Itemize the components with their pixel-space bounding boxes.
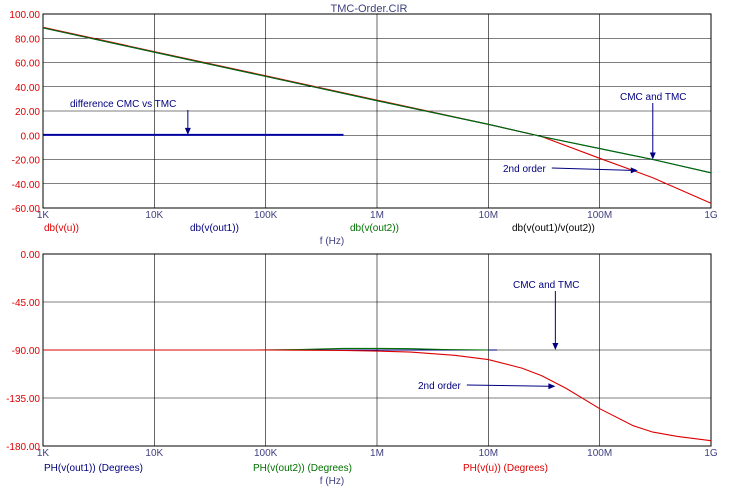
legend-entry: PH(v(u)) (Degrees) xyxy=(463,463,548,474)
annotation-label: 2nd order xyxy=(503,164,546,175)
annotation-arrowhead xyxy=(649,152,656,160)
y-tick-label: -40.00 xyxy=(12,180,41,191)
magnitude-legend: db(v(u)) db(v(out1)) db(v(out2)) db(v(out1)… xyxy=(44,223,595,234)
legend-entry: db(v(out2)) xyxy=(350,223,399,234)
series-line xyxy=(43,349,712,442)
phase-x-ticks: 1K 10K 100K 1M 10M 100M 1G xyxy=(37,448,718,459)
annotation-label: CMC and TMC xyxy=(513,280,580,291)
x-tick-label: 10M xyxy=(479,448,498,459)
legend-entry: PH(v(out2)) (Degrees) xyxy=(253,463,352,474)
magnitude-annotations: difference CMC vs TMC CMC and TMC 2nd orde… xyxy=(70,92,687,175)
phase-legend: PH(v(out1)) (Degrees) PH(v(out2)) (Degree… xyxy=(44,463,548,474)
y-tick-label: 0.00 xyxy=(21,131,41,142)
y-tick-label: -135.00 xyxy=(6,394,40,405)
x-tick-label: 1G xyxy=(704,448,718,459)
y-tick-label: 40.00 xyxy=(15,83,40,94)
annotation-arrowhead xyxy=(548,383,556,390)
x-tick-label: 100M xyxy=(587,210,612,221)
y-tick-label: 20.00 xyxy=(15,107,40,118)
x-tick-label: 100M xyxy=(587,448,612,459)
legend-entry: db(v(u)) xyxy=(44,223,79,234)
phase-traces xyxy=(43,347,712,442)
x-tick-label: 10K xyxy=(145,210,163,221)
phase-y-ticks: 0.00 -45.00 -90.00 -135.00 -180.00 xyxy=(6,250,40,453)
annotation-arrowhead xyxy=(184,127,191,135)
x-tick-label: 1M xyxy=(370,448,384,459)
x-tick-label: 1M xyxy=(370,210,384,221)
y-tick-label: -45.00 xyxy=(12,298,41,309)
magnitude-grid xyxy=(43,14,711,208)
annotation-label: CMC and TMC xyxy=(620,92,687,103)
series-line xyxy=(42,27,712,174)
legend-entry: db(v(out1)/v(out2)) xyxy=(512,223,595,234)
annotation-arrow xyxy=(466,384,550,387)
y-tick-label: 0.00 xyxy=(21,250,41,261)
magnitude-chart: 100.00 80.00 60.00 40.00 20.00 0.00 -20.00 -40.… xyxy=(9,10,717,247)
x-tick-label: 1K xyxy=(37,448,50,459)
magnitude-y-ticks: 100.00 80.00 60.00 40.00 20.00 0.00 -20.00 -40.… xyxy=(9,10,40,215)
x-tick-label: 10M xyxy=(479,210,498,221)
annotation-arrowhead xyxy=(552,343,559,350)
annotation-label: 2nd order xyxy=(418,381,461,392)
annotation-arrowhead xyxy=(630,167,638,174)
phase-chart: 0.00 -45.00 -90.00 -135.00 -180.00 1K 10K 100K… xyxy=(6,250,718,487)
legend-entry: PH(v(out1)) (Degrees) xyxy=(44,463,143,474)
legend-entry: db(v(out1)) xyxy=(190,223,239,234)
x-tick-label: 10K xyxy=(145,448,163,459)
magnitude-x-axis-label: f (Hz) xyxy=(320,236,344,247)
window-title: TMC-Order.CIR xyxy=(331,3,408,15)
y-tick-label: 80.00 xyxy=(15,34,40,45)
annotation-label: difference CMC vs TMC xyxy=(70,99,176,110)
phase-x-axis-label: f (Hz) xyxy=(320,476,344,487)
y-tick-label: 60.00 xyxy=(15,59,40,70)
series-line xyxy=(254,347,489,351)
y-tick-label: -180.00 xyxy=(6,442,40,453)
x-tick-label: 1K xyxy=(37,210,50,221)
x-tick-label: 100K xyxy=(254,210,278,221)
x-tick-label: 100K xyxy=(254,448,278,459)
annotation-arrow xyxy=(551,167,632,171)
magnitude-x-ticks: 1K 10K 100K 1M 10M 100M 1G xyxy=(37,210,718,221)
y-tick-label: 100.00 xyxy=(9,10,40,21)
phase-annotations: CMC and TMC 2nd order xyxy=(418,280,580,392)
y-tick-label: -20.00 xyxy=(12,156,41,167)
y-tick-label: -60.00 xyxy=(12,204,41,215)
y-tick-label: -90.00 xyxy=(12,346,41,357)
x-tick-label: 1G xyxy=(704,210,718,221)
